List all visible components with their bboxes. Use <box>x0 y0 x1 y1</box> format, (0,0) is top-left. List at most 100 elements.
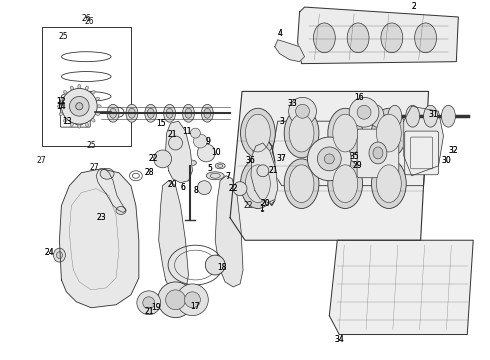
Text: 31: 31 <box>429 110 439 119</box>
Ellipse shape <box>317 134 338 169</box>
Ellipse shape <box>185 108 192 118</box>
Text: 16: 16 <box>354 93 364 102</box>
Text: 20: 20 <box>168 180 177 189</box>
Ellipse shape <box>371 159 406 208</box>
Text: 11: 11 <box>183 127 192 136</box>
Text: 14: 14 <box>57 102 66 111</box>
Circle shape <box>76 103 83 110</box>
Text: 20: 20 <box>168 180 177 189</box>
Text: 1: 1 <box>260 204 264 213</box>
Ellipse shape <box>64 118 67 122</box>
Text: 21: 21 <box>144 307 153 316</box>
Circle shape <box>169 136 182 150</box>
Text: 15: 15 <box>156 119 166 128</box>
Text: 32: 32 <box>448 147 458 156</box>
Circle shape <box>137 291 161 315</box>
Text: 21: 21 <box>268 166 277 175</box>
Ellipse shape <box>381 23 403 53</box>
Text: 34: 34 <box>334 335 344 344</box>
Text: 34: 34 <box>334 335 344 344</box>
Circle shape <box>166 290 186 310</box>
Circle shape <box>176 284 208 316</box>
Ellipse shape <box>241 108 275 158</box>
Circle shape <box>197 144 215 162</box>
Ellipse shape <box>97 105 101 108</box>
Text: 25: 25 <box>86 141 96 150</box>
Text: 7: 7 <box>226 172 231 181</box>
Ellipse shape <box>385 130 413 173</box>
Circle shape <box>257 165 269 177</box>
Text: 31: 31 <box>429 110 439 119</box>
Bar <box>42 27 131 146</box>
Text: 8: 8 <box>193 186 198 195</box>
Text: 13: 13 <box>63 117 72 126</box>
Text: 37: 37 <box>277 154 287 163</box>
Ellipse shape <box>107 104 119 122</box>
Text: 9: 9 <box>206 136 211 145</box>
Ellipse shape <box>314 23 335 53</box>
Text: 12: 12 <box>57 97 66 106</box>
Polygon shape <box>404 106 443 176</box>
Ellipse shape <box>328 108 363 158</box>
Ellipse shape <box>184 160 196 166</box>
Ellipse shape <box>96 97 99 100</box>
Ellipse shape <box>85 86 89 90</box>
Ellipse shape <box>92 90 95 94</box>
Polygon shape <box>230 91 429 240</box>
Text: 17: 17 <box>191 302 200 311</box>
Text: 17: 17 <box>191 302 200 311</box>
Ellipse shape <box>201 104 213 122</box>
Ellipse shape <box>245 114 270 152</box>
Text: 22: 22 <box>149 154 158 163</box>
Ellipse shape <box>352 134 374 169</box>
Ellipse shape <box>205 255 225 275</box>
Polygon shape <box>270 121 429 186</box>
Circle shape <box>349 97 379 127</box>
Text: 26: 26 <box>81 14 91 23</box>
Text: 3: 3 <box>279 117 284 126</box>
Text: 3: 3 <box>279 117 284 126</box>
Text: 28: 28 <box>144 168 153 177</box>
Circle shape <box>158 282 194 318</box>
Ellipse shape <box>328 159 363 208</box>
Polygon shape <box>297 7 458 64</box>
Text: 6: 6 <box>180 183 185 192</box>
Ellipse shape <box>78 124 81 128</box>
Text: 16: 16 <box>354 93 364 102</box>
Text: 6: 6 <box>180 183 185 192</box>
Text: 2: 2 <box>411 1 416 10</box>
Circle shape <box>70 96 89 116</box>
Text: 10: 10 <box>211 148 221 157</box>
Text: 33: 33 <box>288 99 297 108</box>
Text: 4: 4 <box>277 30 282 39</box>
Ellipse shape <box>278 130 306 173</box>
Polygon shape <box>275 40 304 62</box>
Ellipse shape <box>206 172 224 180</box>
Circle shape <box>154 150 172 168</box>
Circle shape <box>61 89 97 124</box>
Text: 25: 25 <box>59 32 68 41</box>
Text: 22: 22 <box>243 201 253 210</box>
Ellipse shape <box>126 104 138 122</box>
Ellipse shape <box>369 142 387 164</box>
Ellipse shape <box>376 165 401 203</box>
Ellipse shape <box>59 112 63 116</box>
Text: 32: 32 <box>448 147 458 156</box>
Text: 7: 7 <box>226 172 231 181</box>
Text: 18: 18 <box>218 262 227 271</box>
Text: 2: 2 <box>411 1 416 10</box>
Text: 30: 30 <box>441 156 451 165</box>
Text: 20: 20 <box>260 199 270 208</box>
Ellipse shape <box>333 114 358 152</box>
Ellipse shape <box>70 86 74 90</box>
Ellipse shape <box>145 104 157 122</box>
Text: 18: 18 <box>218 262 227 271</box>
Ellipse shape <box>100 168 114 179</box>
Text: 24: 24 <box>45 248 54 257</box>
Text: 10: 10 <box>211 148 221 157</box>
Ellipse shape <box>281 134 302 169</box>
Ellipse shape <box>284 108 319 158</box>
Text: 13: 13 <box>63 117 72 126</box>
Text: 9: 9 <box>206 136 211 145</box>
Ellipse shape <box>182 104 195 122</box>
